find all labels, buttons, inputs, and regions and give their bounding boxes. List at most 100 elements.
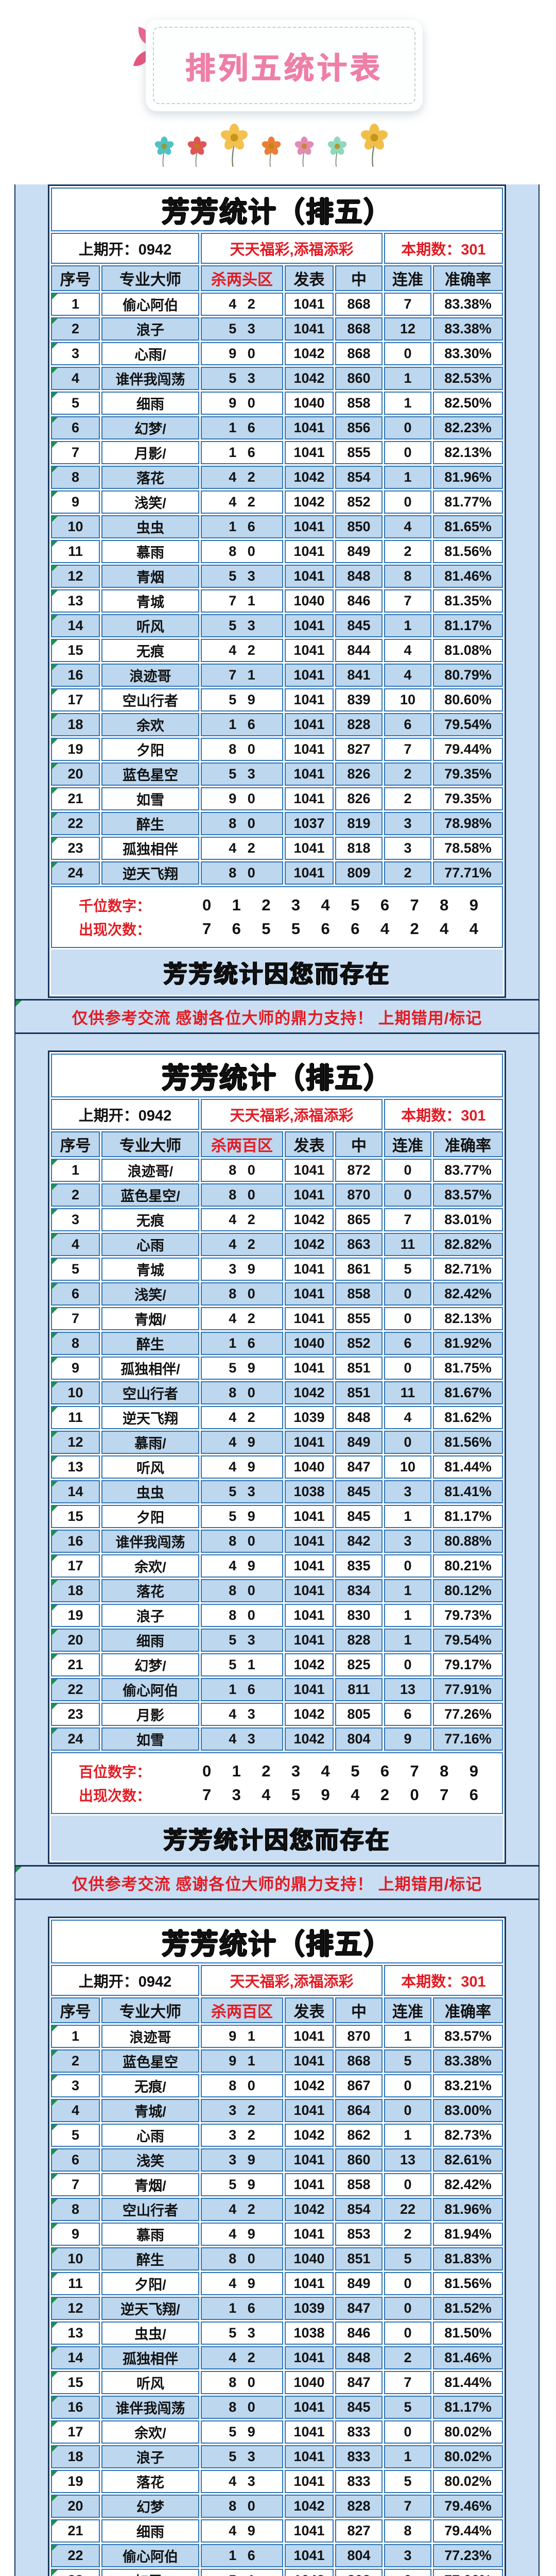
cell-master: 慕雨 — [101, 2223, 199, 2246]
count-value: 4 — [262, 1786, 271, 1804]
cell-pub: 1042 — [284, 342, 334, 365]
cell-pub: 1041 — [284, 1357, 334, 1380]
cell-no: 11 — [50, 1406, 100, 1429]
cell-rate: 83.01% — [432, 1208, 503, 1231]
digit-value: 3 — [291, 1762, 301, 1780]
cell-hit: 858 — [335, 1282, 383, 1306]
digit-value: 6 — [380, 896, 390, 914]
cell-pub: 1041 — [284, 713, 334, 736]
cell-streak: 0 — [384, 416, 431, 439]
cell-hit: 826 — [335, 762, 383, 786]
cell-no: 3 — [50, 342, 100, 365]
cell-kill: 1 6 — [200, 416, 283, 439]
table-row: 2 蓝色星空 9 1 1041 868 5 83.38% — [50, 2049, 503, 2073]
cell-pub: 1040 — [284, 1332, 334, 1355]
cell-pub: 1041 — [284, 1554, 334, 1578]
cell-master: 逆天飞翔 — [101, 861, 199, 885]
cell-hit: 846 — [335, 2321, 383, 2345]
cell-master: 逆天飞翔 — [101, 1406, 199, 1429]
cell-streak: 7 — [384, 293, 431, 316]
cell-rate: 80.21% — [432, 1554, 503, 1578]
cell-hit: 834 — [335, 1579, 383, 1602]
cell-no: 5 — [50, 1258, 100, 1281]
cell-hit: 844 — [335, 639, 383, 662]
cell-hit: 811 — [335, 1678, 383, 1701]
cell-hit: 839 — [335, 688, 383, 711]
cell-rate: 81.96% — [432, 2198, 503, 2221]
digit-value: 1 — [232, 896, 241, 914]
prev-draw-label: 上期开：0942 — [50, 1099, 199, 1130]
cell-streak: 0 — [384, 1431, 431, 1454]
cell-hit: 830 — [335, 1604, 383, 1627]
cell-pub: 1041 — [284, 1431, 334, 1454]
cell-kill: 3 2 — [200, 2124, 283, 2147]
cell-streak: 9 — [384, 1727, 431, 1751]
cell-pub: 1041 — [284, 2346, 334, 2369]
column-header: 序号 — [50, 1997, 100, 2023]
info-row: 上期开：0942 天天福彩,添福添彩 本期数：301 — [50, 1099, 503, 1130]
cell-streak: 7 — [384, 1208, 431, 1231]
cell-kill: 7 1 — [200, 664, 283, 687]
cell-rate: 81.56% — [432, 2272, 503, 2295]
cell-kill: 5 3 — [200, 317, 283, 341]
cell-hit: 855 — [335, 441, 383, 464]
cell-master: 浪迹哥/ — [101, 1159, 199, 1182]
cell-rate: 79.35% — [432, 787, 503, 810]
column-header: 序号 — [50, 1131, 100, 1157]
table-row: 12 逆天飞翔/1 6 1039 847 0 81.52% — [50, 2297, 503, 2320]
cell-rate: 81.94% — [432, 2223, 503, 2246]
cell-master: 听风 — [101, 2371, 199, 2394]
cell-pub: 1041 — [284, 639, 334, 662]
cell-streak: 0 — [384, 2074, 431, 2097]
cell-rate: 83.77% — [432, 1159, 503, 1182]
cell-no: 4 — [50, 1233, 100, 1256]
cell-no: 10 — [50, 2247, 100, 2270]
cell-rate: 81.75% — [432, 1357, 503, 1380]
cell-master: 青城 — [101, 1258, 199, 1281]
cell-no: 17 — [50, 1554, 100, 1578]
disclaimer-note: 仅供参考交流 感谢各位大师的鼎力支持！ 上期错用/标记 — [15, 999, 538, 1034]
cell-rate: 77.71% — [432, 861, 503, 885]
cell-master: 心雨 — [101, 2124, 199, 2147]
cell-pub: 1041 — [284, 664, 334, 687]
cell-pub: 1041 — [284, 2445, 334, 2468]
cell-streak: 10 — [384, 1455, 431, 1479]
cell-hit: 854 — [335, 2198, 383, 2221]
cell-rate: 81.17% — [432, 1505, 503, 1528]
cell-pub: 1041 — [284, 540, 334, 563]
cell-kill: 5 3 — [200, 565, 283, 588]
cell-hit: 828 — [335, 713, 383, 736]
count-value: 3 — [232, 1786, 241, 1804]
cell-streak: 6 — [384, 1332, 431, 1355]
cell-rate: 77.23% — [432, 2544, 503, 2567]
cell-no: 6 — [50, 2148, 100, 2172]
cell-streak: 6 — [384, 1703, 431, 1726]
cell-kill: 5 9 — [200, 688, 283, 711]
flower-icon — [187, 137, 207, 167]
cell-master: 如雪 — [101, 1727, 199, 1751]
cell-pub: 1042 — [284, 2074, 334, 2097]
cell-rate: 79.35% — [432, 762, 503, 786]
cell-hit: 804 — [335, 2544, 383, 2567]
cell-pub: 1041 — [284, 1530, 334, 1553]
cell-no: 16 — [50, 1530, 100, 1553]
cell-streak: 2 — [384, 787, 431, 810]
cell-kill: 3 2 — [200, 2099, 283, 2122]
table-row: 17 空山行者 5 9 1041 839 10 80.60% — [50, 688, 503, 711]
digit-value: 5 — [351, 896, 360, 914]
cell-no: 6 — [50, 1282, 100, 1306]
table-row: 20 幻梦 8 0 1042 828 7 79.46% — [50, 2495, 503, 2518]
cell-kill: 5 3 — [200, 1629, 283, 1652]
cell-no: 24 — [50, 1727, 100, 1751]
cell-kill: 5 1 — [200, 2569, 283, 2576]
cell-rate: 81.35% — [432, 589, 503, 613]
table-row: 5 细雨 9 0 1040 858 1 82.50% — [50, 392, 503, 415]
cell-hit: 848 — [335, 565, 383, 588]
cell-master: 幻梦/ — [101, 416, 199, 439]
table-row: 23 孤独相伴 4 2 1041 818 3 78.58% — [50, 837, 503, 860]
cell-kill: 4 3 — [200, 1703, 283, 1726]
cell-streak: 1 — [384, 1579, 431, 1602]
cell-pub: 1041 — [284, 2148, 334, 2172]
count-value: 4 — [469, 920, 478, 938]
cell-master: 浪子 — [101, 317, 199, 341]
